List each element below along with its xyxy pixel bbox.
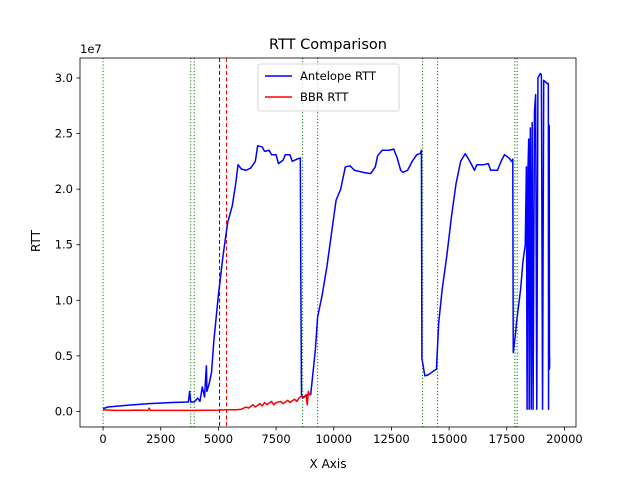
series-lines <box>102 72 551 412</box>
chart-title: RTT Comparison <box>269 37 387 53</box>
y-tick-label-4: 2.0 <box>55 182 73 196</box>
x-tick-label-6: 15000 <box>431 432 468 446</box>
legend-box <box>257 63 400 112</box>
y-tick-label-6: 3.0 <box>55 71 73 85</box>
legend-label-1: BBR RTT <box>300 90 349 104</box>
x-tick-label-8: 20000 <box>546 432 583 446</box>
x-tick-label-7: 17500 <box>488 432 525 446</box>
legend: Antelope RTT BBR RTT <box>257 63 400 112</box>
x-tick-label-1: 2500 <box>146 432 175 446</box>
x-tick-label-0: 0 <box>99 432 106 446</box>
y-tick-label-3: 1.5 <box>55 238 73 252</box>
series-line-1 <box>103 390 312 412</box>
x-axis-label: X Axis <box>310 457 347 471</box>
y-axis-offset-text: 1e7 <box>80 42 102 56</box>
y-axis-label: RTT <box>29 229 43 252</box>
plot-frame <box>79 57 577 428</box>
x-tick-label-5: 12500 <box>373 432 410 446</box>
x-axis-ticks: 0 2500 5000 7500 10000 12500 15000 17500 20000 <box>99 427 583 446</box>
y-tick-label-0: 0.0 <box>55 404 73 418</box>
y-tick-label-5: 2.5 <box>55 127 73 141</box>
y-tick-label-1: 0.5 <box>55 349 73 363</box>
vertical-markers <box>102 58 518 427</box>
x-tick-label-2: 5000 <box>204 432 233 446</box>
legend-label-0: Antelope RTT <box>300 69 377 83</box>
x-tick-label-4: 10000 <box>315 432 352 446</box>
x-tick-label-3: 7500 <box>261 432 290 446</box>
y-tick-label-2: 1.0 <box>55 293 73 307</box>
y-axis-ticks: 0.0 0.5 1.0 1.5 2.0 2.5 3.0 <box>55 71 80 418</box>
series-line-0 <box>102 72 551 410</box>
